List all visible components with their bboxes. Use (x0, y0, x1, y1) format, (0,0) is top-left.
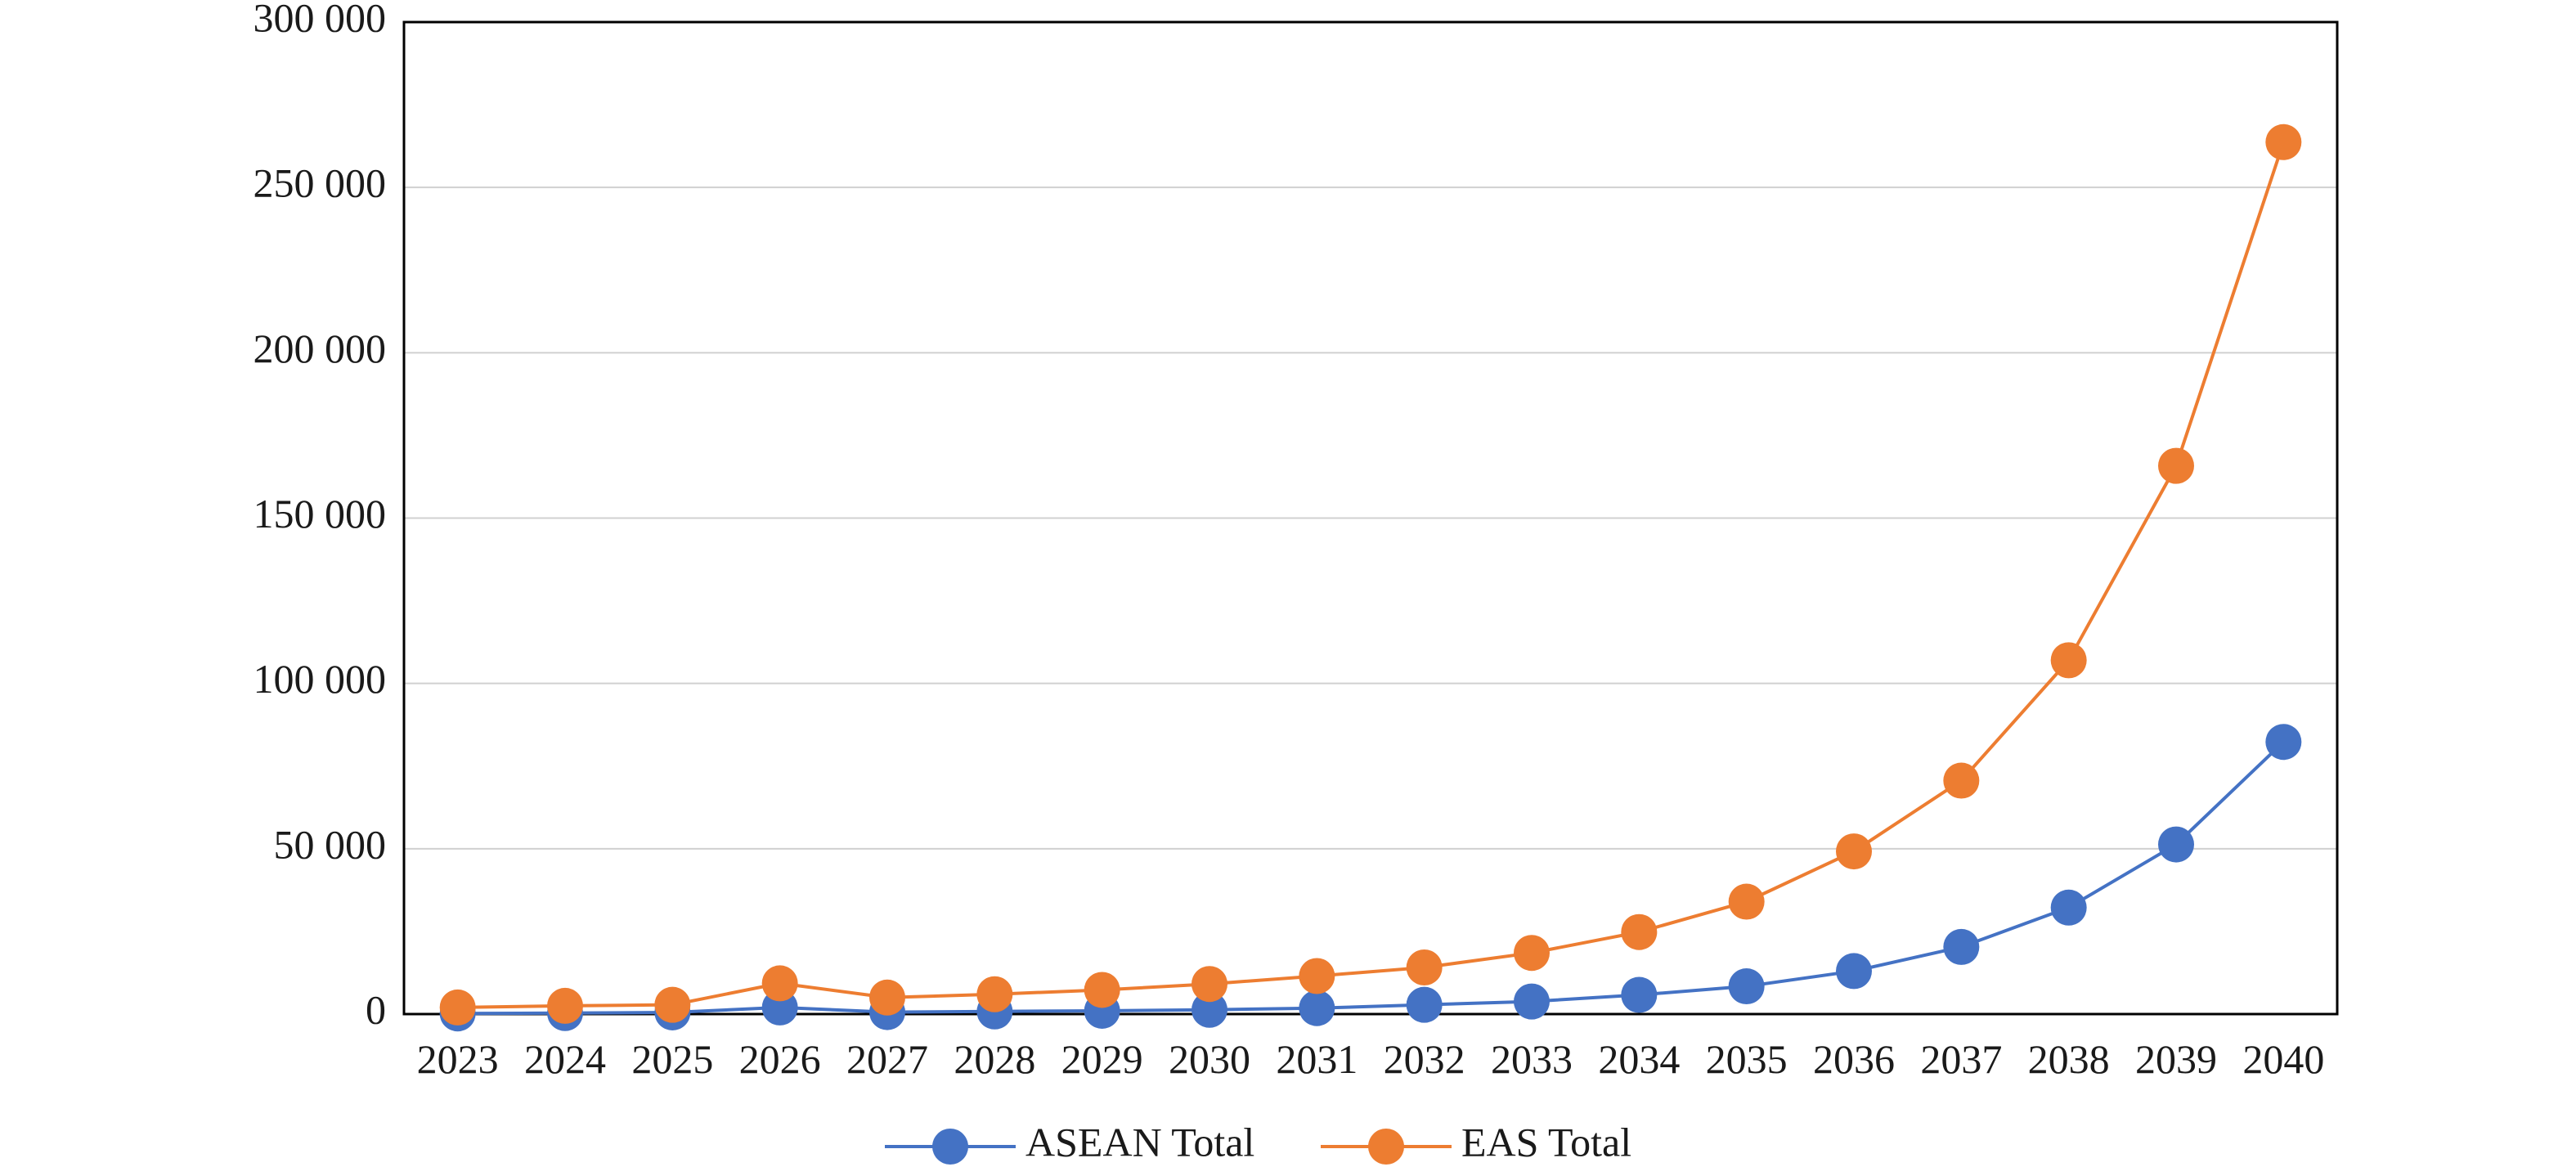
legend-item: ASEAN Total (885, 1119, 1254, 1165)
data-point (1621, 976, 1658, 1013)
data-point (547, 987, 583, 1024)
legend-item: EAS Total (1321, 1119, 1631, 1165)
data-point (1192, 966, 1227, 1003)
x-tick-label: 2037 (1920, 1036, 2002, 1082)
y-axis: 0 50 000 100 000 150 000 200 000 250 000 300 0… (254, 0, 387, 1032)
x-tick-label: 2025 (631, 1036, 713, 1082)
data-point (869, 979, 905, 1016)
data-point (1943, 762, 1980, 799)
data-point (2158, 447, 2194, 484)
y-tick-label: 250 000 (254, 160, 387, 206)
x-tick-label: 2039 (2135, 1036, 2217, 1082)
x-tick-label: 2031 (1276, 1036, 1358, 1082)
x-tick-label: 2030 (1169, 1036, 1250, 1082)
data-point (2050, 889, 2087, 926)
data-point (1406, 949, 1443, 985)
series (439, 123, 2302, 1026)
x-tick-label: 2032 (1384, 1036, 1465, 1082)
data-point (2265, 123, 2302, 160)
data-point (1406, 986, 1443, 1023)
series-layer (439, 123, 2302, 1032)
data-point (1192, 991, 1227, 1028)
series (439, 724, 2302, 1032)
data-point (1084, 972, 1120, 1008)
x-tick-label: 2036 (1813, 1036, 1895, 1082)
plot-area (402, 20, 2339, 1016)
legend-marker (932, 1129, 968, 1165)
x-tick-label: 2029 (1061, 1036, 1143, 1082)
x-tick-label: 2035 (1706, 1036, 1788, 1082)
data-point (1299, 990, 1335, 1026)
data-point (1728, 883, 1765, 920)
data-point (2265, 724, 2302, 761)
x-tick-label: 2038 (2028, 1036, 2110, 1082)
y-tick-label: 50 000 (274, 821, 387, 867)
data-point (1299, 958, 1335, 994)
data-point (1836, 953, 1872, 990)
x-tick-label: 2026 (739, 1036, 821, 1082)
data-point (976, 976, 1013, 1012)
x-tick-label: 2040 (2242, 1036, 2324, 1082)
x-tick-label: 2028 (954, 1036, 1035, 1082)
legend-marker (1368, 1129, 1404, 1165)
x-tick-label: 2023 (417, 1036, 499, 1082)
gridlines (404, 21, 2337, 1015)
data-point (1621, 913, 1658, 950)
data-point (2158, 826, 2194, 863)
x-tick-label: 2024 (524, 1036, 606, 1082)
data-point (1943, 928, 1980, 965)
legend: ASEAN Total EAS Total (885, 1119, 1631, 1165)
data-point (1836, 833, 1872, 870)
legend-label: EAS Total (1461, 1119, 1631, 1165)
y-tick-label: 200 000 (254, 325, 387, 371)
x-axis: 2023 2024 2025 2026 2027 2028 2029 2030 2031 2032… (417, 1036, 2325, 1082)
data-point (761, 965, 798, 1002)
y-tick-label: 150 000 (254, 491, 387, 536)
data-point (2050, 642, 2087, 679)
x-tick-label: 2034 (1598, 1036, 1680, 1082)
x-tick-label: 2027 (846, 1036, 928, 1082)
data-point (439, 989, 476, 1026)
legend-label: ASEAN Total (1025, 1119, 1254, 1165)
data-point (1514, 935, 1550, 972)
data-point (654, 986, 691, 1023)
y-tick-label: 100 000 (254, 656, 387, 702)
x-tick-label: 2033 (1491, 1036, 1573, 1082)
y-tick-label: 300 000 (254, 0, 387, 40)
y-tick-label: 0 (366, 986, 386, 1032)
data-point (1514, 983, 1550, 1020)
series-line (457, 141, 2286, 1009)
data-point (1728, 968, 1765, 1005)
